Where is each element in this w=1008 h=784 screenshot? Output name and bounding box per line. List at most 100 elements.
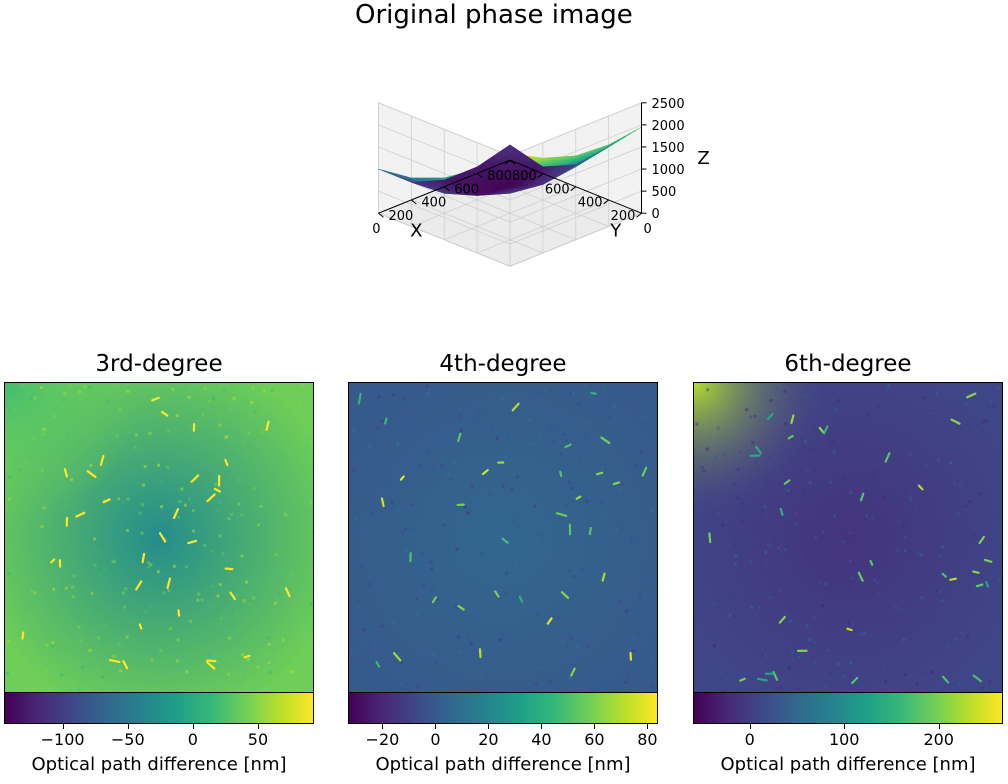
particle (392, 652, 402, 662)
heatmap-pixel (850, 622, 854, 626)
heatmap-pixel (504, 535, 508, 539)
heatmap-pixel (77, 687, 81, 691)
heatmap-pixel (572, 575, 576, 579)
heatmap-pixel (459, 414, 463, 418)
heatmap-pixel (458, 385, 462, 389)
heatmap-pixel (930, 590, 934, 594)
heatmap-pixel (926, 567, 930, 571)
heatmap-pixel (885, 540, 889, 544)
particle (823, 425, 829, 435)
heatmap-pixel (580, 568, 584, 572)
heatmap-pixel (655, 545, 657, 549)
heatmap-pixel (141, 503, 145, 507)
colorbar-ticks-6th-degree: 0 100 200 (693, 724, 1003, 750)
heatmap-pixel (526, 682, 530, 686)
y-tick-label: 600 (545, 182, 570, 197)
heatmap-pixel (125, 529, 129, 533)
z-tick-label: 500 (652, 185, 677, 200)
heatmap-pixel (536, 534, 540, 538)
heatmap-pixel (218, 500, 222, 504)
heatmap-pixel (848, 531, 852, 535)
heatmap-pixel (208, 399, 212, 403)
heatmap-pixel (744, 644, 748, 648)
heatmap-pixel (960, 632, 964, 636)
heatmap-pixel (376, 427, 380, 431)
heatmap-pixel (948, 461, 952, 465)
heatmap-pixel (185, 670, 189, 674)
y-tick-mark (603, 199, 609, 205)
particle (457, 604, 465, 611)
heatmap-pixel (129, 685, 133, 689)
heatmap-pixel (441, 529, 445, 533)
heatmap-pixel (146, 561, 150, 565)
heatmap-pixel (875, 487, 879, 491)
heatmap-pixel (33, 591, 37, 595)
particle (818, 426, 825, 435)
heatmap-pixel (252, 487, 256, 491)
heatmap-pixel (360, 495, 364, 499)
heatmap-pixel (601, 384, 605, 388)
z-tick-label: 2000 (652, 119, 685, 134)
heatmap-pixel (907, 550, 911, 554)
heatmap-particles (708, 392, 993, 685)
heatmap-pixel (623, 611, 627, 615)
heatmap-pixel (162, 591, 166, 595)
x-tick-mark (476, 173, 483, 178)
heatmap-pixel (421, 552, 425, 556)
heatmap-pixel (159, 649, 163, 653)
heatmap-pixel (62, 398, 66, 402)
heatmap-pixel (733, 543, 737, 547)
heatmap-pixel (608, 415, 612, 419)
heatmap-pixel (218, 534, 222, 538)
heatmap-pixel (380, 624, 384, 628)
heatmap-pixel (767, 611, 771, 615)
heatmap-pixel (817, 462, 821, 466)
particle (86, 470, 97, 479)
heatmap-pixel (791, 642, 795, 646)
heatmap-pixel (232, 396, 236, 400)
heatmap-pixel (476, 480, 480, 484)
particle (884, 452, 891, 463)
heatmap-pixel (876, 581, 880, 585)
heatmap-pixel (562, 432, 566, 436)
heatmap-pixel (133, 445, 137, 449)
heatmap-pixel (284, 572, 288, 576)
heatmap-pixel (259, 556, 263, 560)
heatmap-pixel (178, 500, 182, 504)
heatmap-pixel (117, 643, 121, 647)
heatmap-pixel (585, 499, 589, 503)
heatmap-3rd-degree (4, 382, 314, 693)
colorbar-3rd-degree (4, 692, 314, 724)
heatmap-pixel (414, 568, 418, 572)
particle (166, 577, 172, 590)
heatmap-pixel (556, 615, 560, 619)
heatmap-pixel (739, 629, 743, 633)
heatmap-pixel (444, 488, 448, 492)
heatmap-pixel (5, 671, 9, 675)
colorbar-tick-label: −20 (365, 730, 400, 749)
heatmap-pixel (359, 623, 363, 627)
heatmap-pixel (636, 632, 640, 636)
heatmap-pixel (736, 658, 740, 662)
heatmap-pixel (963, 504, 967, 508)
heatmap-pixel (700, 466, 704, 470)
heatmap-pixel (738, 451, 742, 455)
heatmap-pixel (932, 465, 936, 469)
heatmap-pixel (240, 653, 244, 657)
heatmap-pixel (849, 559, 853, 563)
heatmap-pixel (97, 636, 101, 640)
heatmap-pixel (719, 670, 723, 674)
heatmap-pixel (349, 660, 353, 664)
heatmap-pixel (791, 658, 795, 662)
particle (384, 417, 388, 425)
heatmap-pixel (802, 553, 806, 557)
heatmap-pixel (448, 478, 452, 482)
panel-title-4th-degree: 4th-degree (439, 351, 567, 377)
heatmap-pixel (13, 579, 17, 583)
heatmap-pixel (991, 418, 995, 422)
heatmap-pixel (466, 510, 470, 514)
heatmap-pixel (882, 496, 886, 500)
heatmap-pixel (764, 550, 768, 554)
heatmap-pixel (457, 635, 461, 639)
heatmap-pixel (798, 519, 802, 523)
